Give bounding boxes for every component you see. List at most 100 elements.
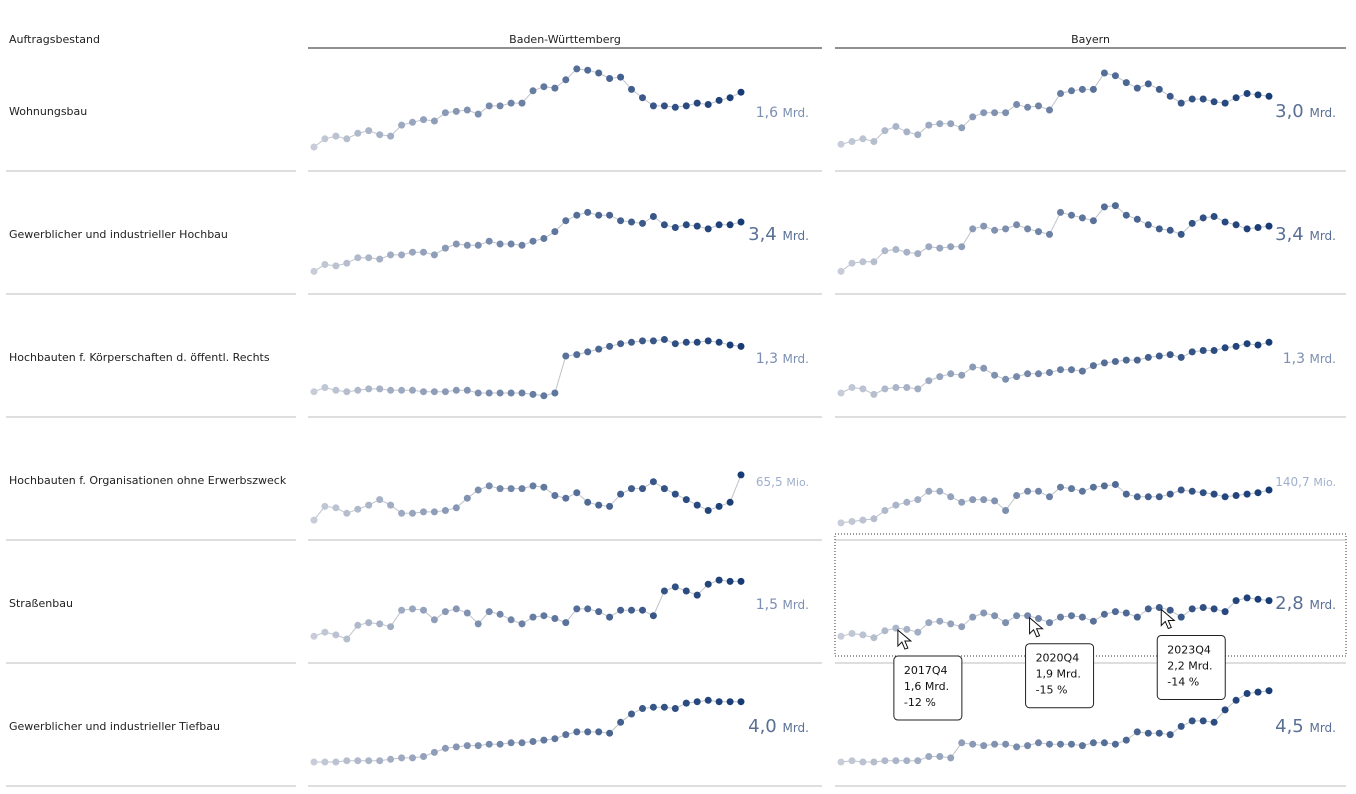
data-point[interactable]	[321, 135, 329, 143]
data-point[interactable]	[1144, 729, 1152, 737]
data-point[interactable]	[365, 385, 373, 393]
data-point[interactable]	[1089, 85, 1097, 93]
data-point[interactable]	[914, 131, 922, 139]
data-point[interactable]	[859, 258, 867, 266]
data-point[interactable]	[507, 616, 515, 624]
data-point[interactable]	[1232, 492, 1240, 499]
data-point[interactable]	[693, 591, 701, 599]
data-point[interactable]	[1188, 219, 1196, 227]
data-point[interactable]	[639, 94, 646, 102]
data-point[interactable]	[551, 735, 559, 743]
data-point[interactable]	[1166, 351, 1174, 359]
data-point[interactable]	[595, 345, 603, 353]
data-point[interactable]	[1210, 347, 1218, 354]
data-point[interactable]	[1221, 608, 1229, 616]
data-point[interactable]	[1122, 356, 1130, 364]
data-point[interactable]	[518, 241, 526, 249]
data-point[interactable]	[529, 87, 537, 95]
data-point[interactable]	[1057, 613, 1064, 621]
data-point[interactable]	[1089, 217, 1097, 225]
data-point[interactable]	[848, 630, 856, 637]
data-point[interactable]	[859, 631, 867, 639]
data-point[interactable]	[573, 489, 581, 497]
data-point[interactable]	[991, 226, 999, 234]
data-point[interactable]	[1111, 481, 1119, 488]
data-point[interactable]	[1265, 222, 1273, 230]
data-point[interactable]	[1046, 740, 1053, 748]
data-point[interactable]	[936, 753, 944, 760]
data-point[interactable]	[848, 384, 856, 391]
data-point[interactable]	[343, 388, 351, 396]
data-point[interactable]	[1013, 373, 1021, 381]
data-point[interactable]	[485, 102, 493, 110]
data-point[interactable]	[420, 508, 427, 516]
data-point[interactable]	[606, 729, 614, 737]
data-point[interactable]	[1155, 225, 1163, 233]
data-point[interactable]	[1024, 370, 1032, 378]
data-point[interactable]	[463, 106, 471, 114]
data-point[interactable]	[430, 508, 438, 516]
data-point[interactable]	[671, 705, 679, 712]
data-point[interactable]	[947, 243, 955, 251]
data-point[interactable]	[1210, 490, 1218, 498]
data-point[interactable]	[529, 482, 537, 490]
data-point[interactable]	[562, 217, 570, 225]
data-point[interactable]	[496, 740, 504, 748]
data-point[interactable]	[365, 501, 373, 509]
data-point[interactable]	[573, 351, 581, 359]
data-point[interactable]	[1046, 106, 1053, 114]
data-point[interactable]	[980, 109, 988, 117]
data-point[interactable]	[529, 390, 537, 398]
data-point[interactable]	[595, 608, 603, 616]
data-point[interactable]	[969, 613, 977, 621]
data-point[interactable]	[1068, 211, 1075, 219]
data-point[interactable]	[518, 620, 526, 628]
data-point[interactable]	[969, 225, 977, 233]
data-point[interactable]	[715, 502, 723, 510]
data-point[interactable]	[430, 117, 438, 125]
data-point[interactable]	[892, 757, 900, 765]
data-point[interactable]	[958, 623, 966, 631]
data-point[interactable]	[682, 496, 690, 504]
data-point[interactable]	[1210, 213, 1218, 220]
data-point[interactable]	[1155, 85, 1163, 93]
data-point[interactable]	[671, 224, 679, 231]
data-point[interactable]	[485, 389, 493, 397]
data-point[interactable]	[903, 384, 911, 391]
data-point[interactable]	[1089, 362, 1097, 370]
data-point[interactable]	[1166, 606, 1174, 614]
data-point[interactable]	[859, 385, 867, 393]
data-point[interactable]	[584, 498, 592, 506]
data-point[interactable]	[441, 109, 449, 117]
data-point[interactable]	[474, 742, 482, 750]
data-point[interactable]	[693, 501, 701, 509]
data-point[interactable]	[870, 758, 878, 766]
data-point[interactable]	[649, 337, 657, 345]
data-point[interactable]	[452, 107, 460, 115]
data-point[interactable]	[617, 340, 625, 348]
data-point[interactable]	[1199, 347, 1207, 354]
data-point[interactable]	[430, 616, 438, 624]
data-point[interactable]	[1002, 375, 1010, 383]
data-point[interactable]	[628, 606, 635, 614]
data-point[interactable]	[1254, 489, 1262, 497]
data-point[interactable]	[1035, 228, 1042, 236]
data-point[interactable]	[376, 620, 384, 628]
data-point[interactable]	[343, 757, 351, 765]
data-point[interactable]	[1232, 94, 1240, 102]
data-point[interactable]	[332, 132, 340, 140]
data-point[interactable]	[1155, 729, 1163, 737]
data-point[interactable]	[321, 502, 329, 510]
data-point[interactable]	[914, 628, 922, 636]
data-point[interactable]	[573, 211, 581, 219]
data-point[interactable]	[617, 718, 625, 726]
data-point[interactable]	[737, 342, 745, 350]
data-point[interactable]	[914, 496, 922, 504]
data-point[interactable]	[1166, 226, 1174, 234]
data-point[interactable]	[485, 608, 493, 616]
data-point[interactable]	[507, 389, 515, 397]
data-point[interactable]	[332, 504, 340, 512]
data-point[interactable]	[848, 518, 856, 525]
data-point[interactable]	[1078, 487, 1086, 495]
data-point[interactable]	[1232, 342, 1240, 350]
